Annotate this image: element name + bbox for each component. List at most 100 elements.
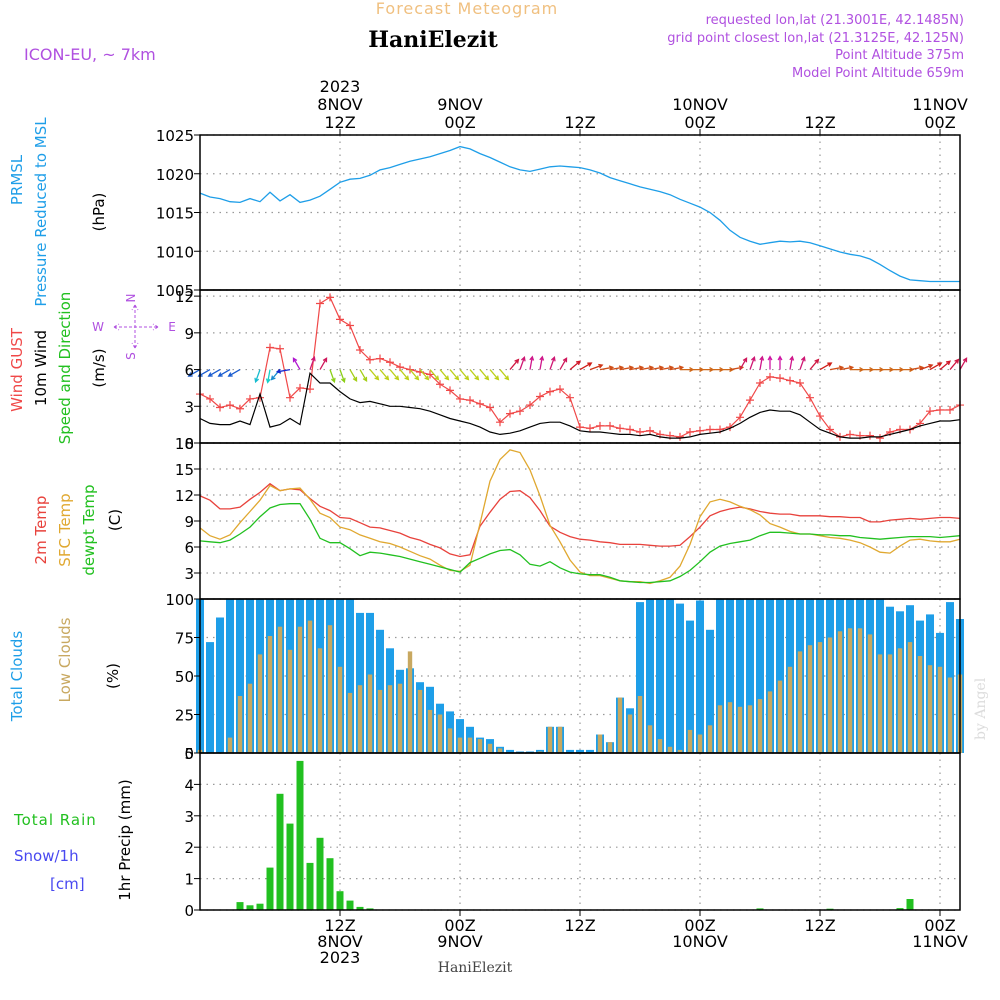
rain-bar — [356, 906, 364, 910]
low-cloud-bar — [307, 620, 313, 753]
wind-direction-arrow — [419, 369, 430, 381]
wind-direction-arrow — [429, 369, 440, 381]
gust-marker — [626, 425, 634, 434]
total-cloud-bar — [586, 749, 594, 753]
temp-unit-label: (C) — [106, 509, 124, 531]
wind-direction-arrow — [939, 360, 952, 371]
low-cloud-bar — [597, 734, 603, 753]
low-cloud-bar — [477, 739, 483, 753]
gust-marker — [216, 403, 224, 412]
gust-marker — [796, 379, 804, 388]
gust-marker — [946, 405, 954, 414]
wind-direction-arrow — [449, 369, 460, 381]
gust-marker — [826, 425, 834, 434]
wind-direction-arrow — [767, 355, 773, 370]
total-cloud-bar — [706, 629, 714, 753]
gust-marker — [406, 365, 414, 374]
wind-direction-arrow — [275, 368, 291, 374]
gust-marker — [786, 376, 794, 385]
low-cloud-bar — [707, 725, 713, 753]
y-tick-label: 75 — [175, 630, 194, 648]
wind-speed-line — [199, 371, 961, 439]
y-tick-label: 1015 — [156, 205, 194, 223]
gust-marker — [526, 401, 534, 410]
total-cloud-bar — [566, 749, 574, 753]
low-cloud-bar — [827, 637, 833, 753]
gust-marker — [326, 293, 334, 302]
total-cloud-bar — [766, 599, 774, 753]
total-cloud-bar — [676, 603, 684, 753]
wind-direction-arrow — [539, 355, 545, 370]
wind-direction-arrow — [339, 369, 346, 384]
total-cloud-bar — [716, 599, 724, 753]
wind-direction-label: Speed and Direction — [56, 292, 74, 445]
wind-panel — [187, 293, 968, 443]
gust-marker — [356, 345, 364, 354]
wind-direction-arrow — [329, 369, 336, 384]
rain-bar — [266, 867, 274, 910]
y-tick-label: 0 — [184, 745, 194, 763]
low-cloud-bar — [297, 626, 303, 753]
top-time-label: 8NOV — [317, 95, 362, 114]
wind-direction-arrow — [399, 369, 410, 381]
point-altitude: Point Altitude 375m — [835, 48, 964, 63]
bottom-time-label: 00Z — [684, 916, 715, 935]
top-time-label: 00Z — [924, 113, 955, 132]
low-cloud-bar — [247, 683, 253, 753]
low-cloud-bar — [667, 746, 673, 753]
watermark: by Angel — [973, 677, 989, 740]
low-cloud-bar — [467, 737, 473, 753]
rain-bar — [236, 902, 244, 910]
clouds-unit-label: (%) — [104, 663, 122, 689]
low-cloud-bar — [907, 642, 913, 753]
total-cloud-bar — [636, 602, 644, 753]
gust-marker — [296, 383, 304, 392]
gust-marker — [556, 385, 564, 394]
total-cloud-bar — [246, 599, 254, 753]
total-cloud-bar — [696, 600, 704, 753]
y-tick-label: 15 — [175, 461, 194, 479]
wind-direction-arrow — [254, 369, 261, 384]
y-tick-label: 2 — [184, 839, 194, 857]
gust-marker — [736, 413, 744, 422]
low-cloud-bar — [697, 734, 703, 753]
low-cloud-bar — [277, 626, 283, 753]
wind-direction-arrow — [187, 369, 201, 377]
y-tick-label: 1020 — [156, 166, 194, 184]
panel-frame — [199, 134, 961, 291]
low-cloud-bar — [847, 628, 853, 753]
gust-marker — [246, 394, 254, 403]
bottom-time-label: 12Z — [564, 916, 595, 935]
total-cloud-bar — [666, 599, 674, 753]
low-cloud-bar — [637, 696, 643, 753]
rain-bar — [896, 908, 904, 910]
bottom-time-label: 00Z — [924, 916, 955, 935]
wind-direction-arrow — [309, 356, 316, 370]
pressure-label: Pressure Reduced to MSL — [32, 117, 50, 307]
low-cloud-bar — [607, 742, 613, 753]
product-title: Forecast Meteogram — [376, 0, 558, 18]
low-cloud-bar — [807, 645, 813, 753]
rain-bar — [756, 908, 764, 910]
compass-north: N — [124, 294, 138, 303]
low-cloud-bar — [747, 705, 753, 753]
low-cloud-bar — [837, 631, 843, 753]
rain-bar — [906, 899, 914, 910]
rain-bar — [316, 837, 324, 910]
y-tick-label: 50 — [175, 668, 194, 686]
gust-marker — [596, 421, 604, 430]
bottom-time-label: 11NOV — [912, 932, 968, 951]
low-cloud-bar — [677, 749, 683, 753]
low-cloud-bar — [797, 651, 803, 753]
top-time-label: 00Z — [444, 113, 475, 132]
rain-bar — [296, 760, 304, 910]
precip-unit-label: 1hr Precip (mm) — [116, 779, 134, 900]
gust-marker — [386, 358, 394, 367]
low-cloud-bar — [387, 685, 393, 753]
gust-marker — [266, 343, 274, 352]
low-cloud-bar — [407, 651, 413, 753]
snow-label: Snow/1h — [14, 847, 79, 865]
y-tick-label: 1010 — [156, 243, 194, 261]
low-cloud-bar — [427, 709, 433, 753]
wind-unit-label: (m/s) — [90, 348, 108, 387]
